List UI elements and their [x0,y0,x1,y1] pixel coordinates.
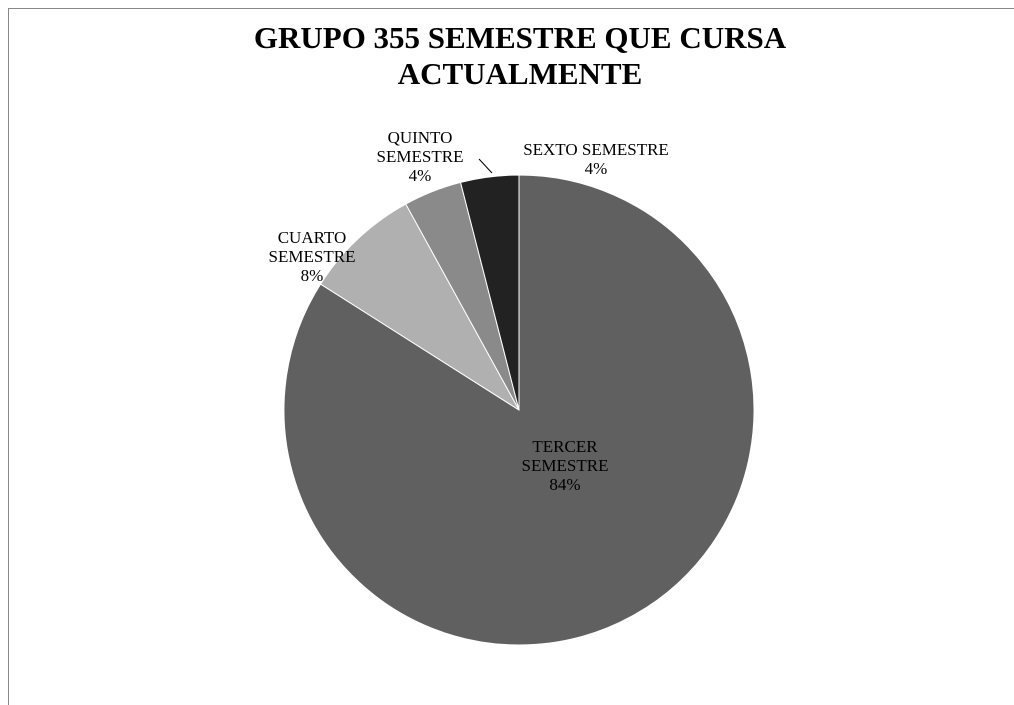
slice-value: 4% [408,166,432,185]
chart-title: GRUPO 355 SEMESTRE QUE CURSA ACTUALMENTE [253,20,787,91]
slice-value: 84% [549,475,581,494]
slice-value: 4% [584,159,608,178]
data-label: CUARTO SEMESTRE 8% [252,228,372,285]
leader-line [478,158,493,174]
pie-slice [459,174,520,411]
slice-name: SEXTO SEMESTRE [523,140,669,159]
slice-name: QUINTO SEMESTRE [376,128,464,166]
data-label: SEXTO SEMESTRE 4% [496,140,696,178]
slice-value: 8% [300,266,324,285]
data-label: QUINTO SEMESTRE 4% [365,128,475,185]
slice-name: CUARTO SEMESTRE [268,228,356,266]
pie-slice [319,203,520,411]
data-label: TERCER SEMESTRE 84% [510,437,620,494]
slice-name: TERCER SEMESTRE [521,437,609,475]
